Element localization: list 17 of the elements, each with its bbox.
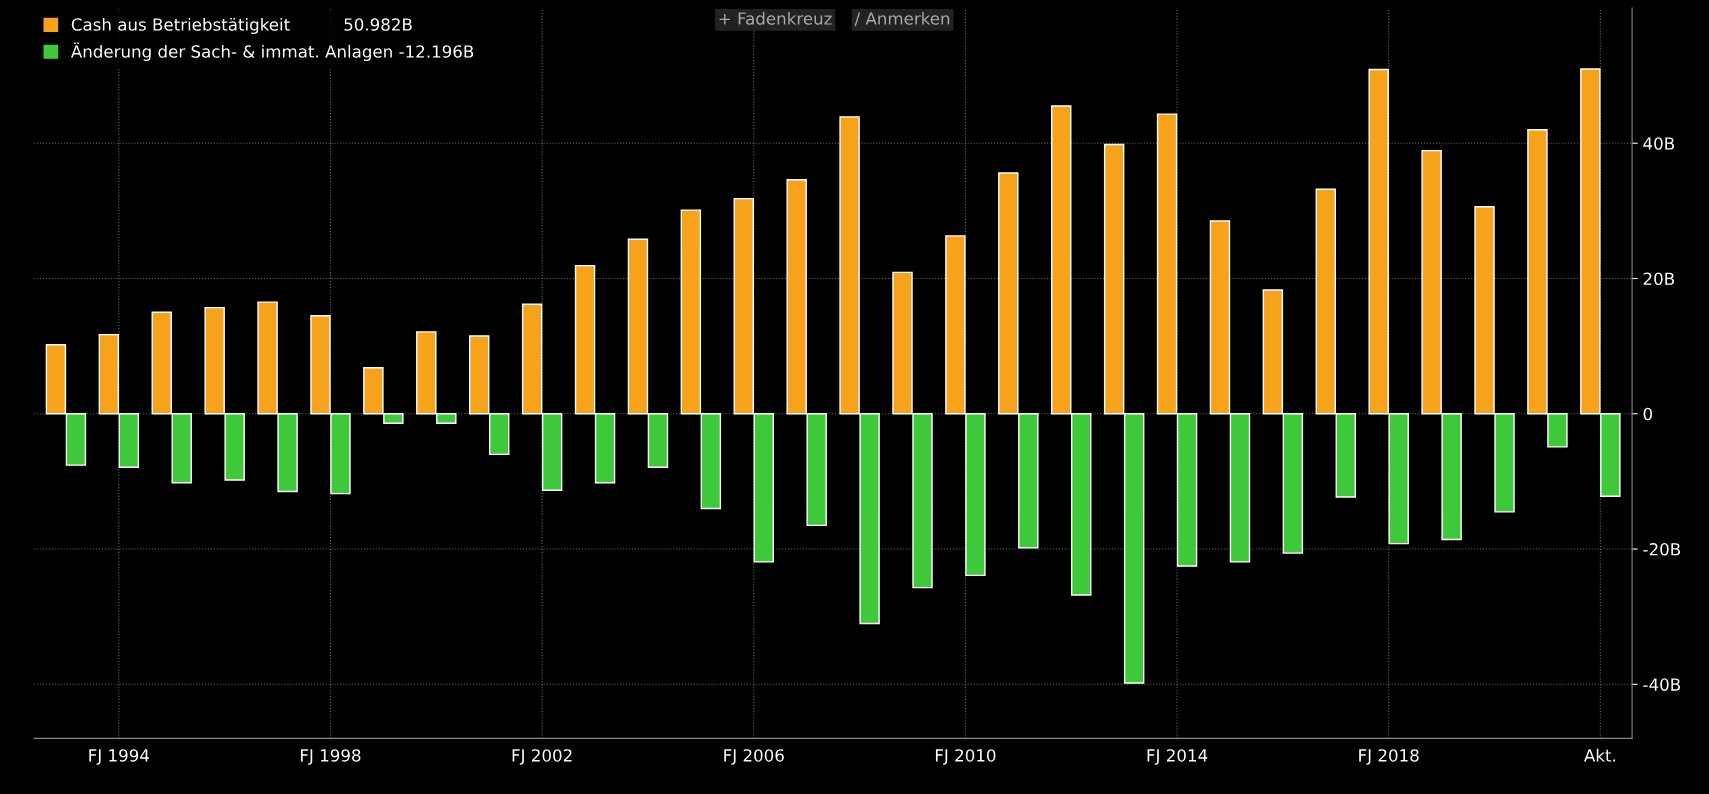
x-tick-label: FJ 2010	[935, 749, 996, 765]
y-tick-label: 40B	[1643, 137, 1674, 150]
legend-label: Cash aus Betriebstätigkeit 50.982B	[71, 17, 412, 35]
x-tick-label: FJ 2002	[512, 749, 572, 765]
legend-label: Änderung der Sach- & immat. Anlagen -12.196B	[70, 42, 474, 62]
annotation: + Fadenkreuz	[719, 11, 832, 25]
annotation: ∕ Anmerken	[854, 11, 950, 27]
x-tick-label: FJ 2014	[1147, 749, 1208, 765]
y-tick-label: 20B	[1643, 272, 1674, 286]
x-tick-label: Akt.	[1584, 748, 1615, 762]
x-tick-label: FJ 2006	[724, 749, 784, 765]
y-tick-label: -20B	[1643, 543, 1680, 556]
x-tick-label: FJ 1998	[301, 749, 361, 765]
y-tick-label: 0	[1643, 407, 1653, 421]
y-tick-label: -40B	[1643, 678, 1680, 691]
x-tick-label: FJ 2018	[1359, 749, 1419, 765]
x-tick-label: FJ 1994	[89, 749, 150, 765]
